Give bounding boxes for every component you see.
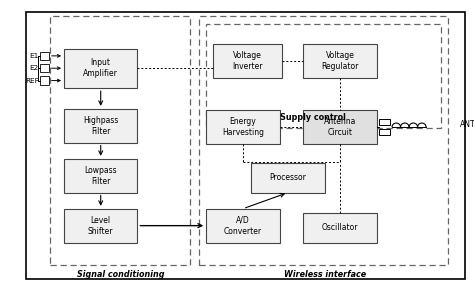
Bar <box>64 159 137 193</box>
Text: Energy
Harvesting: Energy Harvesting <box>222 117 264 137</box>
Text: Highpass
Filter: Highpass Filter <box>83 116 118 136</box>
Text: Processor: Processor <box>270 173 306 182</box>
Bar <box>64 109 137 143</box>
Text: Input
Amplifier: Input Amplifier <box>83 58 118 78</box>
Bar <box>50 16 190 265</box>
Bar <box>40 64 49 72</box>
Text: REF: REF <box>25 78 39 83</box>
Text: E2: E2 <box>29 65 39 71</box>
Text: Antenna
Circuit: Antenna Circuit <box>324 117 356 137</box>
Text: ANT: ANT <box>460 121 474 129</box>
Bar <box>206 24 441 128</box>
Bar <box>303 110 377 144</box>
Bar <box>303 213 377 243</box>
Text: Supply control: Supply control <box>280 113 346 122</box>
Bar <box>40 76 49 85</box>
Text: Signal conditioning: Signal conditioning <box>77 270 164 279</box>
Text: Voltage
Inverter: Voltage Inverter <box>232 51 263 71</box>
Text: Level
Shifter: Level Shifter <box>88 216 113 236</box>
Text: Voltage
Regulator: Voltage Regulator <box>321 51 359 71</box>
Text: Oscillator: Oscillator <box>322 223 358 232</box>
Bar <box>64 49 137 88</box>
Bar <box>379 119 390 125</box>
Bar <box>40 52 49 60</box>
Bar <box>213 44 282 78</box>
Bar <box>199 16 448 265</box>
Bar <box>206 209 280 243</box>
Text: E1: E1 <box>29 53 39 59</box>
Bar <box>251 163 325 193</box>
Text: A/D
Converter: A/D Converter <box>224 216 262 236</box>
Text: Wireless interface: Wireless interface <box>283 270 366 279</box>
Bar <box>64 209 137 243</box>
Text: Lowpass
Filter: Lowpass Filter <box>84 166 117 186</box>
Bar <box>206 110 280 144</box>
Bar <box>303 44 377 78</box>
Bar <box>379 129 390 135</box>
